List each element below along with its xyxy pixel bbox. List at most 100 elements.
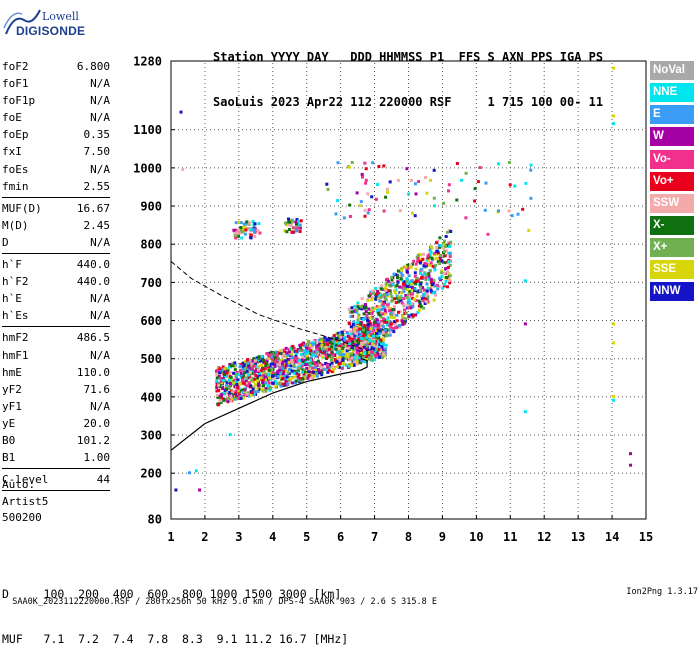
grid-dot: [634, 396, 635, 397]
grid-dot: [578, 315, 579, 316]
grid-dot: [598, 129, 599, 130]
grid-dot: [386, 358, 387, 359]
grid-dot: [204, 323, 205, 324]
grid-dot: [374, 223, 375, 224]
grid-dot: [374, 383, 375, 384]
grid-dot: [204, 175, 205, 176]
grid-dot: [322, 396, 323, 397]
grid-dot: [408, 411, 409, 412]
grid-dot: [272, 463, 273, 464]
echo-point: [335, 344, 338, 347]
grid-dot: [408, 87, 409, 88]
echo-point: [291, 230, 294, 233]
echo-point: [332, 368, 335, 371]
grid-dot: [502, 396, 503, 397]
grid-dot: [204, 263, 205, 264]
grid-dot: [408, 123, 409, 124]
echo-point: [309, 344, 312, 347]
grid-dot: [442, 171, 443, 172]
echo-point: [219, 399, 222, 402]
grid-dot: [272, 131, 273, 132]
grid-dot: [442, 407, 443, 408]
echo-point: [268, 369, 271, 372]
grid-dot: [544, 427, 545, 428]
grid-dot: [476, 163, 477, 164]
grid-dot: [246, 206, 247, 207]
grid-dot: [272, 259, 273, 260]
echo-point: [294, 375, 297, 378]
grid-dot: [578, 179, 579, 180]
grid-dot: [510, 139, 511, 140]
echo-point: [435, 246, 438, 249]
grid-dot: [578, 255, 579, 256]
grid-dot: [476, 247, 477, 248]
grid-dot: [578, 427, 579, 428]
grid-dot: [476, 507, 477, 508]
echo-point: [446, 231, 449, 234]
grid-dot: [410, 320, 411, 321]
grid-dot: [402, 396, 403, 397]
grid-dot: [334, 396, 335, 397]
echo-point: [262, 359, 265, 362]
grid-dot: [510, 129, 511, 130]
grid-dot: [306, 143, 307, 144]
grid-dot: [238, 279, 239, 280]
grid-dot: [238, 159, 239, 160]
grid-dot: [186, 167, 187, 168]
grid-dot: [230, 358, 231, 359]
grid-dot: [442, 127, 443, 128]
grid-dot: [272, 215, 273, 216]
grid-dot: [578, 320, 579, 321]
grid-dot: [442, 459, 443, 460]
echo-point: [228, 379, 231, 382]
grid-dot: [544, 95, 545, 96]
echo-point: [376, 318, 379, 321]
grid-dot: [544, 451, 545, 452]
grid-dot: [638, 473, 639, 474]
echo-point: [396, 276, 399, 279]
echo-point: [236, 231, 239, 234]
grid-dot: [442, 303, 443, 304]
grid-dot: [398, 167, 399, 168]
echo-point: [318, 364, 321, 367]
grid-dot: [238, 83, 239, 84]
echo-point: [365, 314, 368, 317]
grid-dot: [630, 320, 631, 321]
echo-point: [418, 300, 421, 303]
grid-dot: [612, 303, 613, 304]
echo-point: [360, 305, 363, 308]
grid-dot: [510, 399, 511, 400]
echo-point: [264, 381, 267, 384]
echo-point: [375, 332, 378, 335]
grid-dot: [442, 327, 443, 328]
grid-dot: [204, 467, 205, 468]
grid-dot: [578, 431, 579, 432]
grid-dot: [466, 244, 467, 245]
grid-dot: [476, 399, 477, 400]
grid-dot: [382, 396, 383, 397]
grid-dot: [306, 419, 307, 420]
echo-point: [300, 353, 303, 356]
echo-point: [448, 245, 451, 248]
grid-dot: [204, 435, 205, 436]
x-tick-label: 6: [337, 530, 344, 544]
grid-dot: [558, 129, 559, 130]
echo-point: [246, 370, 249, 373]
grid-dot: [272, 139, 273, 140]
grid-dot: [204, 87, 205, 88]
grid-dot: [544, 71, 545, 72]
grid-dot: [204, 179, 205, 180]
grid-dot: [238, 355, 239, 356]
grid-dot: [510, 203, 511, 204]
grid-dot: [612, 419, 613, 420]
echo-point: [243, 223, 246, 226]
grid-dot: [272, 183, 273, 184]
grid-dot: [612, 335, 613, 336]
echo-point: [401, 320, 404, 323]
grid-dot: [306, 403, 307, 404]
grid-dot: [306, 239, 307, 240]
grid-dot: [238, 495, 239, 496]
grid-dot: [578, 71, 579, 72]
grid-dot: [612, 315, 613, 316]
grid-dot: [374, 119, 375, 120]
